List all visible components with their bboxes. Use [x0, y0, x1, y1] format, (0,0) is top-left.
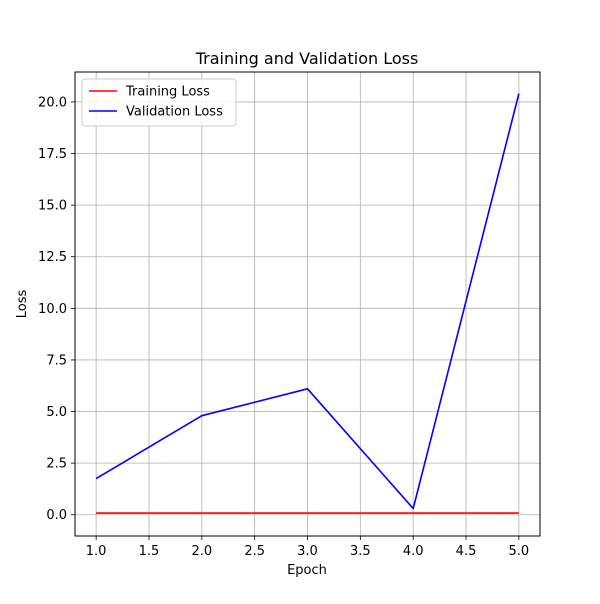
x-tick-label: 1.5	[139, 544, 160, 559]
legend: Training Loss Validation Loss	[82, 79, 236, 126]
x-tick-label: 3.0	[297, 544, 318, 559]
y-axis-label: Loss	[15, 290, 30, 319]
legend-label-training-loss: Training Loss	[125, 85, 210, 100]
chart-title: Training and Validation Loss	[195, 49, 419, 68]
x-tick-label: 2.0	[191, 544, 212, 559]
y-tick-label: 7.5	[46, 353, 67, 368]
x-tick-label: 4.0	[403, 544, 424, 559]
y-tick-label: 2.5	[46, 457, 67, 472]
y-tick-label: 12.5	[38, 250, 67, 265]
y-tick-label: 10.0	[38, 302, 67, 317]
x-axis-label: Epoch	[287, 563, 327, 578]
y-tick-label: 5.0	[46, 405, 67, 420]
x-tick-label: 2.5	[244, 544, 265, 559]
y-tick-label: 20.0	[38, 95, 67, 110]
x-tick-label: 4.5	[456, 544, 477, 559]
y-tick-label: 15.0	[38, 199, 67, 214]
x-tick-label: 5.0	[509, 544, 530, 559]
x-tick-label: 3.5	[350, 544, 371, 559]
legend-label-validation-loss: Validation Loss	[126, 105, 223, 120]
y-tick-label: 17.5	[38, 147, 67, 162]
x-tick-label: 1.0	[86, 544, 107, 559]
y-tick-label: 0.0	[46, 508, 67, 523]
